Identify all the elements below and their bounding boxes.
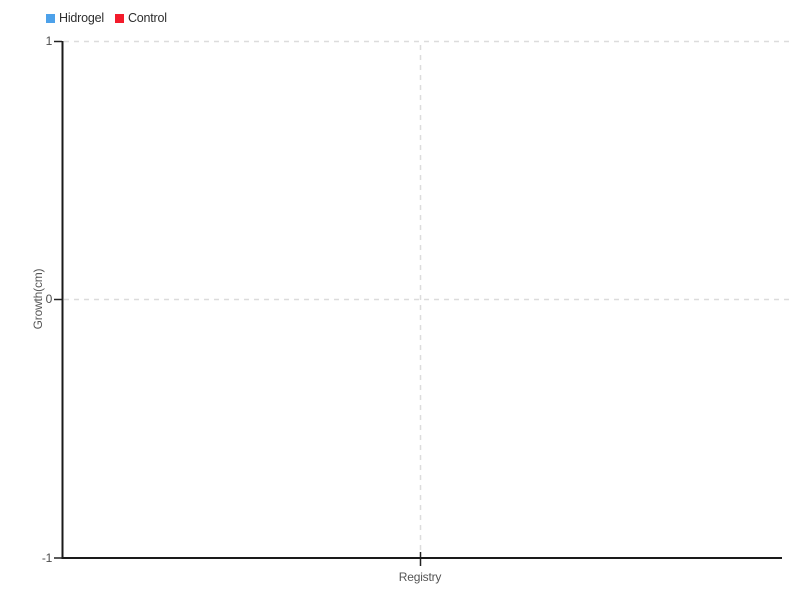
legend-swatch-control-icon	[114, 13, 124, 23]
ytick-label-0: 0	[45, 292, 53, 306]
legend-label-hidrogel: Hidrogel	[59, 11, 104, 25]
ytick-label-1: 1	[45, 34, 53, 48]
legend-label-control: Control	[127, 11, 167, 25]
legend-item-hidrogel[interactable]: Hidrogel	[46, 12, 104, 25]
legend-item-control[interactable]: Control	[114, 11, 167, 25]
ytick-label-neg1: -1	[41, 551, 52, 565]
y-axis-title: Growth(cm)	[31, 268, 45, 330]
xtick-label-registry: Registry	[398, 570, 442, 584]
legend-swatch-hidrogel-icon	[46, 13, 55, 23]
chart-legend: Hidrogel Control	[46, 12, 167, 25]
